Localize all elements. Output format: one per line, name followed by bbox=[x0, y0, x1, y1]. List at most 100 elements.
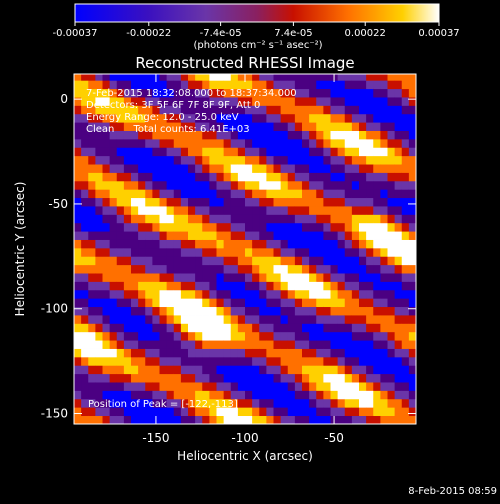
heatmap-cell bbox=[152, 398, 160, 408]
heatmap-cell bbox=[173, 138, 182, 148]
heatmap-cell bbox=[195, 365, 203, 375]
heatmap-cell bbox=[74, 382, 82, 391]
heatmap-cell bbox=[223, 222, 232, 232]
heatmap-cell bbox=[359, 415, 367, 424]
heatmap-cell bbox=[401, 323, 410, 333]
heatmap-cell bbox=[159, 247, 168, 257]
heatmap-cell bbox=[380, 390, 388, 400]
heatmap-cell bbox=[195, 281, 203, 291]
heatmap-cell bbox=[373, 373, 381, 383]
heatmap-cell bbox=[245, 206, 253, 215]
heatmap-cell bbox=[359, 281, 367, 291]
heatmap-cell bbox=[81, 155, 89, 165]
heatmap-cell bbox=[145, 415, 153, 424]
heatmap-cell bbox=[138, 147, 146, 157]
colorbar-units: (photons cm⁻² s⁻¹ asec⁻²) bbox=[193, 40, 322, 51]
heatmap-cell bbox=[309, 113, 317, 123]
heatmap-cell bbox=[323, 239, 331, 249]
heatmap-cell bbox=[159, 231, 168, 240]
heatmap-cell bbox=[344, 407, 353, 417]
heatmap-cell bbox=[202, 113, 210, 123]
heatmap-cell bbox=[131, 80, 139, 90]
heatmap-cell bbox=[88, 247, 96, 257]
heatmap-cell bbox=[401, 138, 410, 148]
heatmap-cell bbox=[195, 256, 203, 266]
heatmap-cell bbox=[273, 382, 282, 391]
heatmap-cell bbox=[323, 189, 331, 199]
heatmap-cell bbox=[280, 180, 289, 190]
heatmap-cell bbox=[152, 306, 160, 316]
heatmap-cell bbox=[302, 172, 310, 182]
heatmap-cell bbox=[309, 197, 317, 207]
heatmap-cell bbox=[202, 155, 210, 165]
heatmap-cell bbox=[366, 189, 374, 199]
heatmap-cell bbox=[237, 214, 246, 224]
heatmap-cell bbox=[408, 105, 416, 115]
heatmap-cell bbox=[116, 407, 125, 417]
heatmap-cell bbox=[95, 80, 103, 90]
heatmap-cell bbox=[216, 373, 225, 383]
heatmap-cell bbox=[273, 231, 282, 240]
heatmap-cell bbox=[259, 80, 267, 90]
heatmap-cell bbox=[159, 74, 168, 81]
heatmap-cell bbox=[145, 315, 153, 324]
heatmap-cell bbox=[145, 382, 153, 391]
heatmap-cell bbox=[387, 155, 396, 165]
heatmap-cell bbox=[252, 138, 260, 148]
heatmap-cell bbox=[116, 80, 125, 90]
heatmap-cell bbox=[102, 356, 111, 366]
heatmap-cell bbox=[387, 172, 396, 182]
heatmap-cell bbox=[209, 97, 217, 106]
heatmap-cell bbox=[408, 239, 416, 249]
heatmap-cell bbox=[230, 315, 239, 324]
heatmap-cell bbox=[259, 365, 267, 375]
heatmap-cell bbox=[88, 348, 96, 358]
heatmap-cell bbox=[309, 289, 317, 299]
heatmap-cell bbox=[223, 247, 232, 257]
heatmap-cell bbox=[95, 315, 103, 324]
heatmap-cell bbox=[230, 298, 239, 308]
heatmap-cell bbox=[223, 239, 232, 249]
heatmap-cell bbox=[266, 214, 274, 224]
heatmap-cell bbox=[359, 88, 367, 98]
heatmap-cell bbox=[394, 147, 403, 157]
heatmap-cell bbox=[131, 122, 139, 131]
heatmap-cell bbox=[81, 130, 89, 140]
heatmap-cell bbox=[337, 264, 346, 274]
heatmap-cell bbox=[138, 74, 146, 81]
heatmap-cell bbox=[387, 189, 396, 199]
heatmap-cell bbox=[202, 323, 210, 333]
heatmap-cell bbox=[159, 97, 168, 106]
heatmap-cell bbox=[309, 155, 317, 165]
heatmap-cell bbox=[230, 273, 239, 282]
heatmap-cell bbox=[259, 155, 267, 165]
heatmap-cell bbox=[138, 88, 146, 98]
heatmap-cell bbox=[316, 247, 324, 257]
colorbar: -0.00037 -0.00022 -7.4e-05 7.4e-05 0.00022 0.… bbox=[53, 3, 460, 51]
heatmap-cell bbox=[245, 256, 253, 266]
heatmap-cell bbox=[252, 197, 260, 207]
heatmap-cell bbox=[287, 130, 296, 140]
heatmap-cell bbox=[280, 155, 289, 165]
heatmap-cell bbox=[373, 222, 381, 232]
heatmap-cell bbox=[138, 180, 146, 190]
heatmap-cell bbox=[95, 189, 103, 199]
heatmap-cell bbox=[202, 122, 210, 131]
heatmap-cell bbox=[166, 130, 175, 140]
heatmap-cell bbox=[145, 147, 153, 157]
heatmap-cell bbox=[302, 315, 310, 324]
heatmap-cell bbox=[209, 298, 217, 308]
heatmap-cell bbox=[102, 247, 111, 257]
heatmap-cell bbox=[259, 197, 267, 207]
heatmap-cell bbox=[401, 340, 410, 349]
heatmap-cell bbox=[102, 398, 111, 408]
heatmap-cell bbox=[373, 88, 381, 98]
heatmap-cell bbox=[195, 138, 203, 148]
heatmap-cell bbox=[387, 231, 396, 240]
heatmap-cell bbox=[330, 298, 339, 308]
heatmap-cell bbox=[123, 398, 132, 408]
heatmap-cell bbox=[102, 147, 111, 157]
heatmap-cell bbox=[173, 113, 182, 123]
heatmap-cell bbox=[223, 306, 232, 316]
heatmap-cell bbox=[252, 74, 260, 81]
